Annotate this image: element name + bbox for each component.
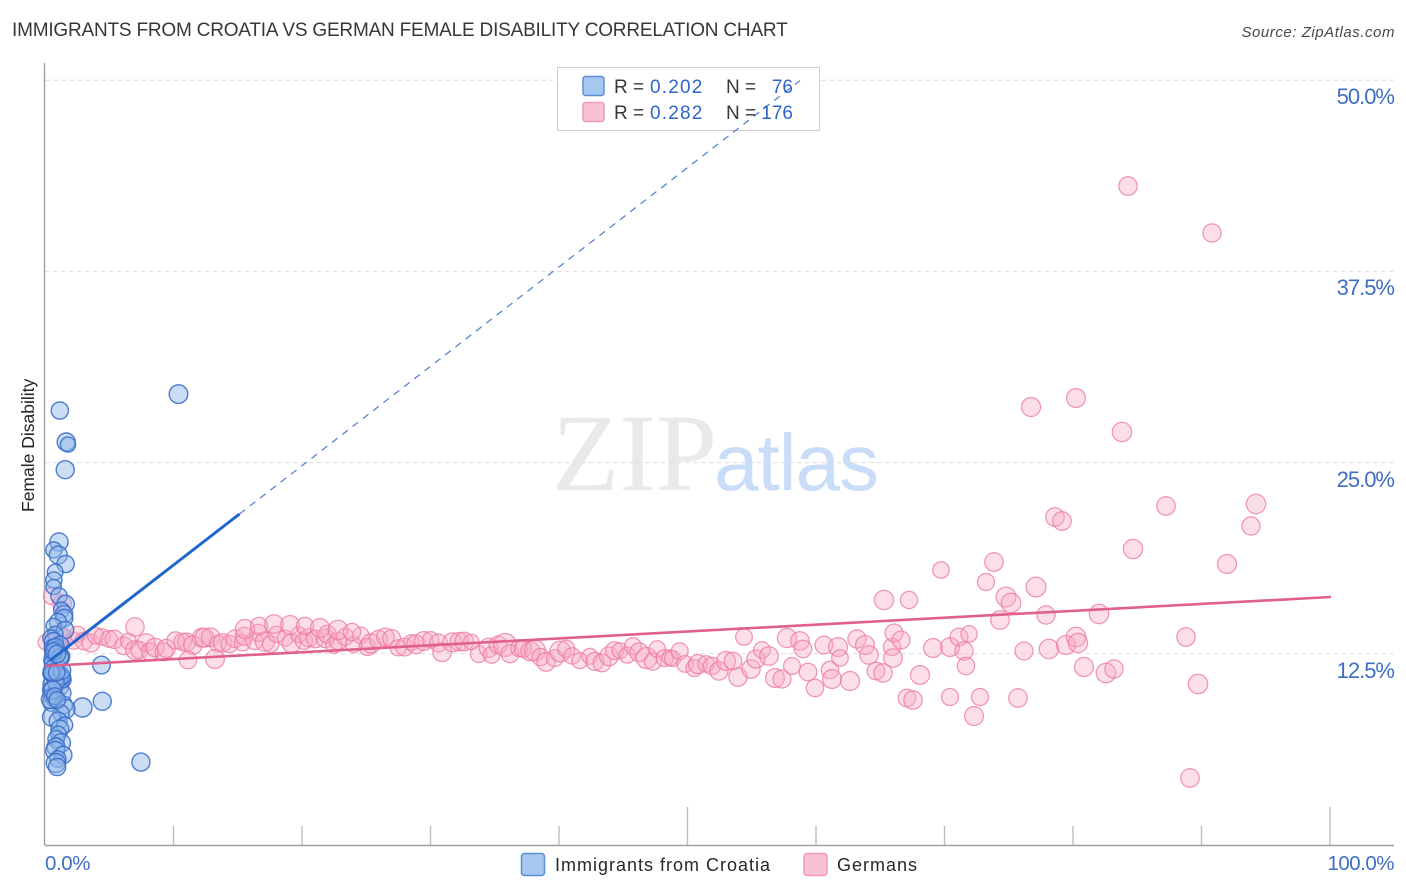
- svg-text:50.0%: 50.0%: [1337, 84, 1395, 109]
- svg-text:76: 76: [772, 77, 793, 98]
- svg-text:37.5%: 37.5%: [1337, 275, 1395, 300]
- svg-text:100.0%: 100.0%: [1327, 852, 1394, 875]
- svg-text:25.0%: 25.0%: [1337, 467, 1395, 492]
- svg-text:12.5%: 12.5%: [1337, 658, 1395, 683]
- svg-text:N =: N =: [726, 103, 756, 124]
- svg-text:0.202: 0.202: [650, 77, 704, 98]
- svg-text:ZIP: ZIP: [552, 392, 717, 514]
- svg-text:Germans: Germans: [837, 855, 918, 875]
- svg-text:N =: N =: [726, 77, 756, 98]
- svg-text:176: 176: [761, 103, 793, 124]
- svg-text:0.0%: 0.0%: [45, 852, 90, 875]
- svg-text:Immigrants from Croatia: Immigrants from Croatia: [555, 855, 771, 875]
- svg-text:R =: R =: [614, 77, 644, 98]
- svg-text:0.282: 0.282: [650, 103, 704, 124]
- svg-text:R =: R =: [614, 103, 644, 124]
